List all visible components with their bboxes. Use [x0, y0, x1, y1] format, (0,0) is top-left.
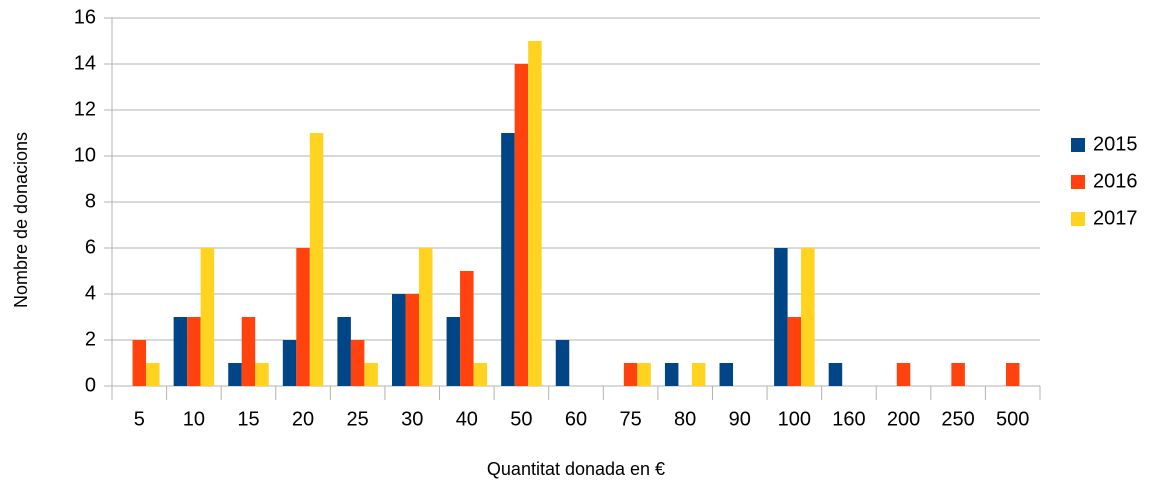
y-tick-label: 14	[74, 52, 96, 74]
bar	[405, 294, 419, 386]
x-tick-label: 30	[401, 408, 423, 430]
legend-label: 2015	[1093, 133, 1138, 155]
x-tick-label: 15	[237, 408, 259, 430]
x-tick-label: 500	[996, 408, 1029, 430]
x-tick-label: 20	[292, 408, 314, 430]
bar	[350, 340, 365, 386]
bar	[691, 363, 706, 386]
bar	[418, 248, 433, 386]
bar	[528, 41, 542, 386]
y-tick-label: 16	[74, 6, 96, 28]
legend-swatch	[1071, 138, 1085, 152]
bar	[132, 340, 147, 386]
bar	[1005, 363, 1020, 386]
x-tick-label: 160	[832, 408, 865, 430]
bar	[637, 363, 651, 386]
bar	[282, 340, 297, 386]
bar	[719, 363, 734, 386]
bar	[364, 363, 378, 386]
bar	[828, 363, 843, 386]
x-tick-label: 80	[674, 408, 696, 430]
x-tick-label: 25	[347, 408, 369, 430]
bar	[173, 317, 188, 386]
bar	[951, 363, 965, 386]
bar	[228, 363, 242, 386]
bar	[146, 363, 160, 386]
bar	[309, 133, 324, 386]
bar	[391, 294, 406, 386]
x-tick-label: 60	[565, 408, 587, 430]
x-tick-label: 10	[183, 408, 205, 430]
bar	[623, 363, 638, 386]
y-axis-label: Nombre de donacions	[11, 132, 31, 308]
y-tick-label: 2	[85, 328, 96, 350]
x-axis-label: Quantitat donada en €	[487, 459, 665, 479]
legend-swatch	[1071, 212, 1085, 226]
x-tick-label: 50	[510, 408, 532, 430]
legend-swatch	[1071, 175, 1085, 189]
y-tick-label: 12	[74, 98, 96, 120]
x-tick-label: 75	[619, 408, 641, 430]
y-tick-label: 8	[85, 190, 96, 212]
y-tick-label: 10	[74, 144, 96, 166]
x-tick-label: 200	[887, 408, 920, 430]
bar	[664, 363, 679, 386]
bar	[337, 317, 351, 386]
bar	[255, 363, 269, 386]
bar	[787, 317, 802, 386]
bar	[514, 64, 529, 386]
bar	[446, 317, 461, 386]
bar	[501, 133, 515, 386]
bar	[200, 248, 215, 386]
bar	[460, 271, 474, 386]
y-tick-label: 0	[85, 374, 96, 396]
bar	[896, 363, 911, 386]
y-tick-label: 6	[85, 236, 96, 258]
bar	[774, 248, 788, 386]
bar	[296, 248, 310, 386]
y-tick-label: 4	[85, 282, 96, 304]
bar	[801, 248, 815, 386]
x-tick-label: 100	[778, 408, 811, 430]
bar	[555, 340, 570, 386]
x-tick-label: 250	[941, 408, 974, 430]
x-tick-label: 40	[456, 408, 478, 430]
bar	[473, 363, 488, 386]
x-tick-label: 5	[134, 408, 145, 430]
legend-label: 2017	[1093, 207, 1138, 229]
bar	[187, 317, 201, 386]
legend-label: 2016	[1093, 170, 1138, 192]
x-tick-label: 90	[729, 408, 751, 430]
bar	[241, 317, 256, 386]
